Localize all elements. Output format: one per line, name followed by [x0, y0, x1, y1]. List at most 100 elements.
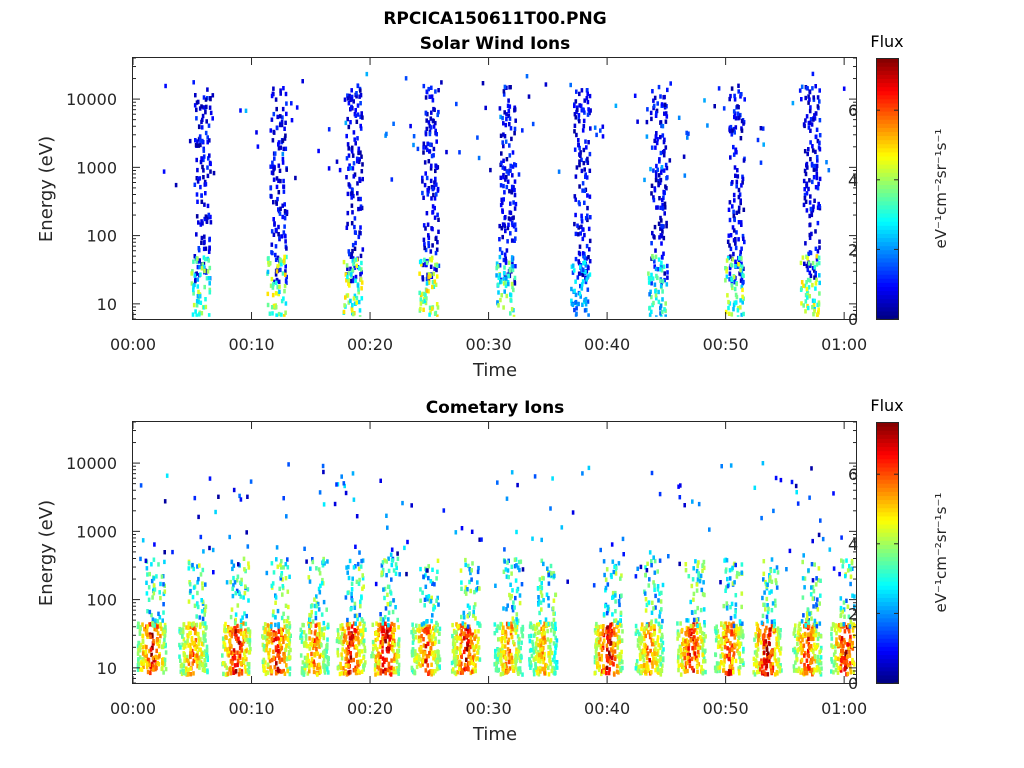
heatmap-cell	[696, 669, 699, 674]
heatmap-cell	[517, 644, 521, 649]
heatmap-cell	[318, 644, 321, 649]
colorbar-swatch	[876, 310, 898, 316]
heatmap-cell	[198, 563, 201, 568]
heatmap-cell	[728, 96, 731, 102]
heatmap-cell	[578, 244, 582, 249]
heatmap-cell	[732, 192, 736, 198]
heatmap-cell	[742, 121, 745, 126]
heatmap-cell	[662, 139, 666, 145]
heatmap-cell	[676, 659, 680, 664]
heatmap-cell	[437, 229, 440, 234]
heatmap-cell	[281, 160, 285, 165]
heatmap-cell	[325, 646, 329, 651]
heatmap-cell	[497, 648, 501, 653]
heatmap-cell	[702, 607, 706, 612]
heatmap-cell	[349, 166, 352, 171]
heatmap-cell	[742, 649, 745, 654]
heatmap-cell	[736, 104, 739, 109]
heatmap-cell	[554, 626, 557, 631]
heatmap-cell	[181, 630, 185, 635]
heatmap-cell	[262, 625, 265, 631]
heatmap-cell	[345, 133, 348, 139]
heatmap-cell	[288, 574, 291, 579]
heatmap-cell	[347, 659, 350, 664]
heatmap-cell	[505, 169, 509, 174]
heatmap-cell	[587, 265, 590, 271]
heatmap-cell	[738, 632, 742, 637]
heatmap-cell	[586, 274, 590, 279]
heatmap-cell	[349, 254, 353, 259]
heatmap-cell	[452, 659, 455, 665]
heatmap-cell	[348, 251, 351, 257]
heatmap-cell	[614, 632, 618, 637]
heatmap-cell	[430, 595, 433, 600]
heatmap-cell	[595, 653, 598, 658]
heatmap-cell	[734, 125, 738, 130]
heatmap-cell	[187, 667, 190, 672]
heatmap-cell	[205, 644, 209, 649]
heatmap-cell	[267, 639, 271, 645]
heatmap-cell	[200, 235, 204, 241]
heatmap-cell	[506, 640, 510, 645]
heatmap-cell	[360, 669, 364, 674]
heatmap-cell	[192, 585, 196, 590]
heatmap-cell	[720, 646, 724, 651]
heatmap-cell	[600, 657, 603, 662]
heatmap-cell	[352, 161, 356, 166]
heatmap-cell	[302, 672, 306, 677]
heatmap-cell	[662, 168, 666, 173]
heatmap-cell	[614, 609, 617, 614]
heatmap-cell	[156, 641, 159, 646]
heatmap-cell	[350, 195, 353, 200]
y-tick-label: 10	[97, 295, 117, 314]
heatmap-cell	[735, 632, 738, 637]
heatmap-cell	[394, 605, 397, 610]
heatmap-cell	[197, 246, 201, 251]
heatmap-cell	[383, 615, 387, 620]
heatmap-cell	[316, 622, 319, 627]
heatmap-cell	[247, 665, 251, 670]
heatmap-cell	[817, 302, 821, 307]
heatmap-cell	[815, 254, 819, 259]
heatmap-cell	[285, 663, 288, 668]
heatmap-cell	[723, 659, 726, 664]
heatmap-cell	[281, 214, 284, 220]
heatmap-cell	[658, 657, 662, 663]
heatmap-cell	[511, 260, 514, 265]
heatmap-cell	[274, 280, 278, 285]
heatmap-cell	[814, 246, 818, 251]
heatmap-cell	[272, 632, 275, 637]
heatmap-cell	[313, 597, 316, 602]
heatmap-cell	[436, 558, 440, 563]
heatmap-cell	[345, 293, 349, 298]
heatmap-cell	[284, 133, 287, 138]
heatmap-cell	[513, 187, 516, 193]
heatmap-cell	[634, 623, 638, 629]
heatmap-cell	[687, 131, 690, 136]
heatmap-cell	[472, 645, 475, 650]
heatmap-cell	[596, 661, 600, 667]
heatmap-cell	[195, 659, 199, 664]
heatmap-cell	[759, 160, 763, 165]
colorbar-swatch	[876, 314, 898, 320]
heatmap-cell	[503, 190, 506, 195]
heatmap-cell	[525, 74, 529, 79]
heatmap-cell	[283, 202, 286, 207]
heatmap-cell	[732, 152, 736, 157]
heatmap-cell	[609, 640, 613, 646]
heatmap-cell	[519, 669, 522, 675]
heatmap-cell	[143, 644, 147, 649]
heatmap-cell	[231, 566, 234, 572]
heatmap-cell	[346, 274, 349, 280]
heatmap-cell	[532, 657, 536, 662]
heatmap-cell	[148, 622, 151, 627]
heatmap-cell	[508, 153, 512, 158]
heatmap-cell	[153, 587, 157, 592]
heatmap-cell	[286, 565, 290, 570]
heatmap-cell	[513, 107, 517, 112]
heatmap-cell	[657, 84, 661, 90]
heatmap-cell	[242, 634, 245, 640]
heatmap-cell	[519, 645, 522, 651]
heatmap-cell	[701, 648, 705, 653]
heatmap-cell	[197, 220, 200, 225]
